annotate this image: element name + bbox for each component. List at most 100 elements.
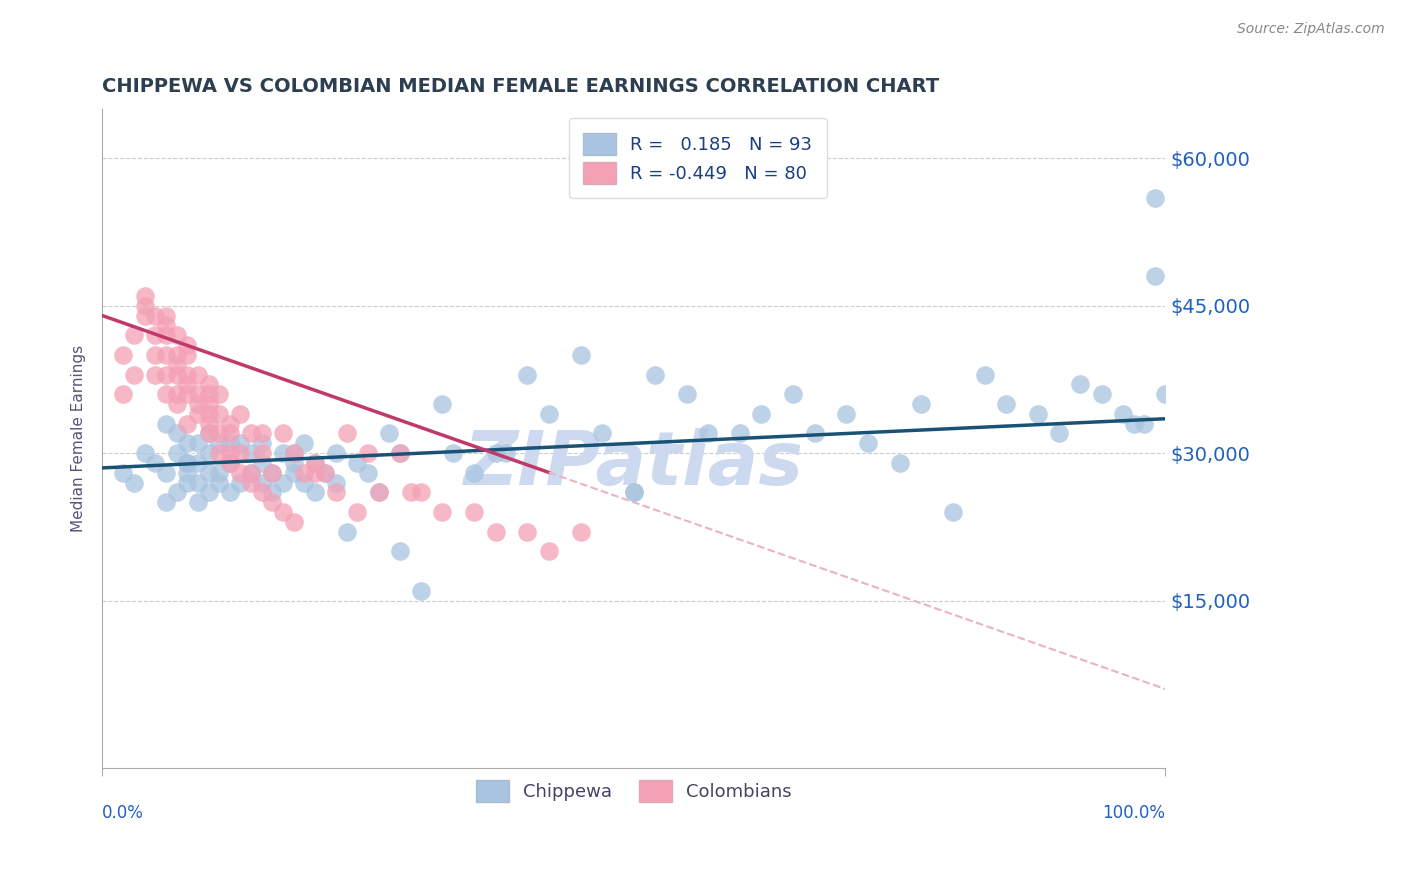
Point bbox=[314, 466, 336, 480]
Point bbox=[166, 397, 188, 411]
Point bbox=[166, 446, 188, 460]
Point bbox=[145, 348, 167, 362]
Point bbox=[145, 328, 167, 343]
Point bbox=[218, 426, 240, 441]
Point bbox=[176, 475, 198, 490]
Text: 0.0%: 0.0% bbox=[103, 804, 143, 822]
Point bbox=[176, 456, 198, 470]
Point bbox=[262, 485, 284, 500]
Point bbox=[134, 309, 156, 323]
Point bbox=[187, 456, 209, 470]
Point bbox=[495, 446, 517, 460]
Point bbox=[357, 466, 380, 480]
Point bbox=[411, 583, 433, 598]
Point bbox=[208, 387, 231, 401]
Point bbox=[176, 368, 198, 382]
Point bbox=[187, 397, 209, 411]
Point bbox=[325, 446, 347, 460]
Point bbox=[283, 515, 305, 529]
Point bbox=[187, 407, 209, 421]
Point bbox=[623, 485, 645, 500]
Point bbox=[250, 456, 273, 470]
Point bbox=[166, 426, 188, 441]
Point bbox=[304, 456, 326, 470]
Point bbox=[325, 485, 347, 500]
Point bbox=[155, 309, 177, 323]
Point bbox=[218, 417, 240, 431]
Point bbox=[623, 485, 645, 500]
Point bbox=[697, 426, 720, 441]
Point bbox=[644, 368, 666, 382]
Point bbox=[218, 456, 240, 470]
Point bbox=[134, 289, 156, 303]
Point bbox=[208, 475, 231, 490]
Point bbox=[336, 524, 359, 539]
Text: ZIPatlas: ZIPatlas bbox=[464, 428, 804, 501]
Point bbox=[229, 436, 252, 450]
Point bbox=[325, 475, 347, 490]
Point bbox=[187, 368, 209, 382]
Point bbox=[112, 387, 135, 401]
Point bbox=[229, 475, 252, 490]
Point bbox=[155, 328, 177, 343]
Point bbox=[537, 544, 560, 558]
Point bbox=[218, 456, 240, 470]
Point bbox=[283, 466, 305, 480]
Point bbox=[176, 436, 198, 450]
Point bbox=[271, 505, 294, 519]
Point bbox=[262, 466, 284, 480]
Point bbox=[208, 446, 231, 460]
Point bbox=[367, 485, 389, 500]
Point bbox=[537, 407, 560, 421]
Point bbox=[176, 348, 198, 362]
Point bbox=[782, 387, 804, 401]
Point bbox=[441, 446, 464, 460]
Point bbox=[250, 475, 273, 490]
Point bbox=[942, 505, 965, 519]
Point bbox=[197, 397, 219, 411]
Point bbox=[145, 456, 167, 470]
Point bbox=[122, 368, 145, 382]
Point bbox=[676, 387, 699, 401]
Point bbox=[229, 407, 252, 421]
Point bbox=[292, 466, 315, 480]
Point bbox=[218, 436, 240, 450]
Point bbox=[484, 446, 506, 460]
Point bbox=[197, 446, 219, 460]
Point bbox=[197, 466, 219, 480]
Point bbox=[229, 446, 252, 460]
Point bbox=[208, 426, 231, 441]
Point bbox=[484, 524, 506, 539]
Point bbox=[292, 436, 315, 450]
Point bbox=[197, 485, 219, 500]
Point bbox=[378, 426, 401, 441]
Point bbox=[166, 485, 188, 500]
Point bbox=[367, 485, 389, 500]
Point bbox=[166, 348, 188, 362]
Point bbox=[250, 436, 273, 450]
Point bbox=[145, 309, 167, 323]
Point bbox=[889, 456, 911, 470]
Point bbox=[973, 368, 995, 382]
Point bbox=[388, 544, 411, 558]
Point bbox=[569, 524, 592, 539]
Point bbox=[197, 417, 219, 431]
Point bbox=[218, 446, 240, 460]
Point bbox=[304, 466, 326, 480]
Point bbox=[240, 426, 263, 441]
Text: 100.0%: 100.0% bbox=[1102, 804, 1166, 822]
Point bbox=[283, 446, 305, 460]
Point bbox=[197, 426, 219, 441]
Point bbox=[229, 466, 252, 480]
Point bbox=[112, 466, 135, 480]
Point bbox=[155, 387, 177, 401]
Point bbox=[835, 407, 858, 421]
Point bbox=[187, 475, 209, 490]
Point bbox=[145, 368, 167, 382]
Point bbox=[569, 348, 592, 362]
Point bbox=[155, 466, 177, 480]
Point bbox=[910, 397, 932, 411]
Point bbox=[388, 446, 411, 460]
Point bbox=[856, 436, 879, 450]
Point bbox=[187, 436, 209, 450]
